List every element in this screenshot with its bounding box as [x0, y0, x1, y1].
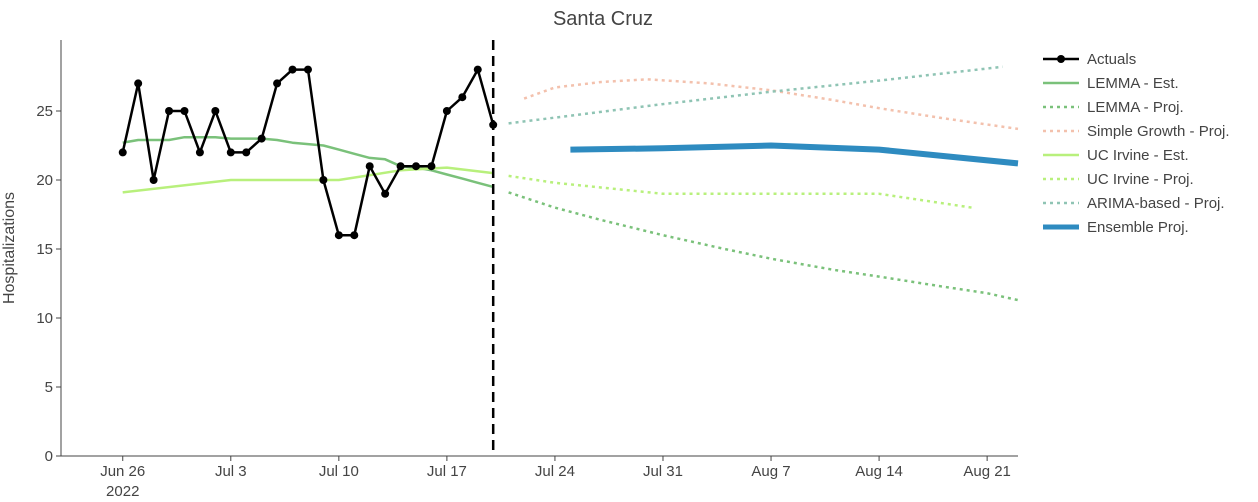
data-point [165, 107, 174, 115]
series-line-uc-irvine-est [122, 166, 494, 194]
series-line-lemma-proj [508, 191, 1019, 302]
data-point [319, 176, 328, 184]
data-point [118, 148, 127, 157]
data-point [180, 107, 189, 115]
data-point [303, 65, 312, 74]
legend-item: Simple Growth - Proj. [1043, 123, 1230, 140]
y-tick-label: 10 [36, 310, 53, 327]
data-point [458, 93, 467, 102]
y-tick-label: 0 [45, 448, 53, 465]
data-point [134, 79, 143, 88]
data-point [195, 148, 204, 157]
legend-item: ARIMA-based - Proj. [1043, 195, 1225, 212]
data-point [242, 148, 251, 157]
data-point [211, 107, 220, 115]
series-line-actuals [121, 68, 495, 237]
data-point [381, 189, 390, 198]
y-axis-title: Hospitalizations [1, 192, 18, 304]
legend-marker [1057, 55, 1065, 63]
data-point [427, 162, 436, 171]
y-tick-label: 20 [36, 172, 53, 189]
x-tick-label: Jul 24 [535, 463, 575, 480]
legend-item: Ensemble Proj. [1043, 219, 1189, 236]
y-tick-label: 25 [36, 103, 53, 120]
data-point [350, 231, 359, 240]
data-point [442, 107, 451, 115]
legend-label: UC Irvine - Proj. [1087, 171, 1194, 188]
data-point [365, 162, 374, 171]
data-point [149, 176, 158, 184]
plot-area: 0 5 10 15 20 25 Jun 26 2022 Jul 3 Jul 10 Jul 17 Jul… [36, 40, 1019, 500]
series-line-arima-based-proj [508, 65, 1003, 125]
legend-label: LEMMA - Est. [1087, 75, 1179, 92]
data-point [257, 134, 266, 143]
legend-label: Actuals [1087, 51, 1136, 68]
chart-title: Santa Cruz [553, 8, 653, 30]
x-tick-label: Jul 10 [319, 463, 359, 480]
data-point [288, 65, 297, 74]
y-tick-label: 15 [36, 241, 53, 258]
data-point [226, 148, 235, 157]
data-point [489, 120, 498, 129]
y-tick-label: 5 [45, 379, 53, 396]
legend-label: Simple Growth - Proj. [1087, 123, 1230, 140]
legend-item: UC Irvine - Est. [1043, 147, 1189, 164]
x-tick-label: Aug 14 [855, 463, 903, 480]
series-line-uc-irvine-proj [508, 174, 972, 209]
x-tick-label: Jul 31 [643, 463, 683, 480]
x-tick-label: Jun 26 [100, 463, 145, 480]
data-point [396, 162, 405, 171]
legend-label: Ensemble Proj. [1087, 219, 1189, 236]
x-tick-label: Aug 21 [963, 463, 1011, 480]
data-point [273, 79, 282, 88]
legend-item: LEMMA - Proj. [1043, 99, 1184, 116]
legend-item: LEMMA - Est. [1043, 75, 1179, 92]
legend-label: ARIMA-based - Proj. [1087, 195, 1225, 212]
legend-item: Actuals [1043, 51, 1136, 68]
x-tick-label: Jul 3 [215, 463, 247, 480]
series-line-lemma-est [122, 135, 494, 189]
series-line-simple-growth-proj [523, 78, 1019, 131]
x-tick-sublabel: 2022 [106, 483, 139, 500]
legend-item: UC Irvine - Proj. [1043, 171, 1194, 188]
legend-label: UC Irvine - Est. [1087, 147, 1189, 164]
x-tick-label: Jul 17 [427, 463, 467, 480]
data-point [412, 162, 421, 171]
series-line-ensemble-proj [570, 142, 1019, 167]
legend: Actuals LEMMA - Est. LEMMA - Proj. Simple G… [1043, 51, 1230, 236]
data-point [334, 231, 343, 240]
data-point [473, 65, 482, 74]
x-tick-label: Aug 7 [751, 463, 790, 480]
legend-label: LEMMA - Proj. [1087, 99, 1184, 116]
